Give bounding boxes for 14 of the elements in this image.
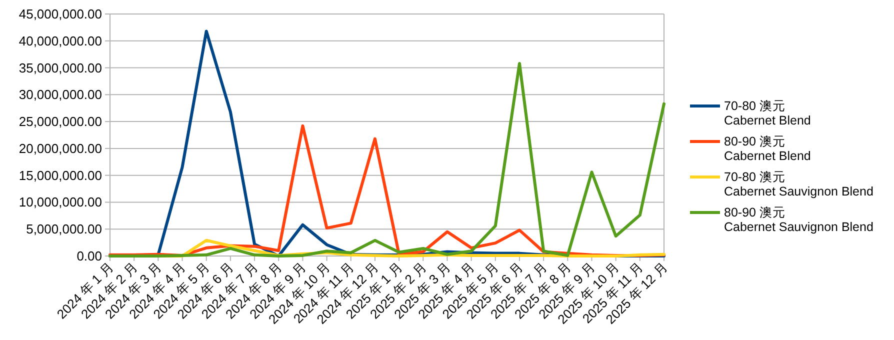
- legend-label: 70-80 澳元 Cabernet Sauvignon Blend: [724, 170, 874, 198]
- y-tick-label: 10,000,000.00: [18, 194, 102, 210]
- y-tick-label: 35,000,000.00: [18, 60, 102, 76]
- legend-label: 70-80 澳元 Cabernet Blend: [724, 99, 811, 128]
- y-tick-label: 30,000,000.00: [18, 87, 102, 102]
- legend-label: 80-90 澳元 Cabernet Sauvignon Blend: [724, 206, 874, 234]
- y-tick-label: 0.00: [76, 248, 102, 264]
- y-tick-label: 5,000,000.00: [26, 222, 102, 237]
- y-tick-label: 45,000,000.00: [18, 6, 102, 22]
- y-tick-label: 15,000,000.00: [18, 168, 102, 183]
- y-tick-label: 20,000,000.00: [18, 140, 102, 156]
- y-tick-label: 40,000,000.00: [18, 33, 102, 48]
- y-tick-label: 25,000,000.00: [18, 114, 102, 130]
- legend-label: 80-90 澳元 Cabernet Blend: [724, 134, 811, 163]
